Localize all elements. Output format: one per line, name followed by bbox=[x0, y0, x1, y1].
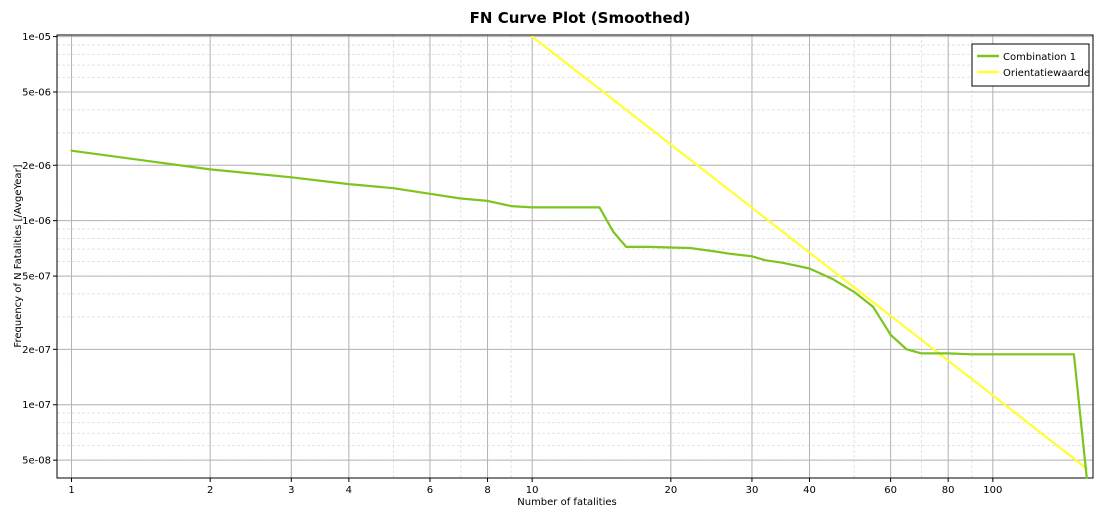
y-axis-ticks: 5e-08 1e-07 2e-07 5e-07 1e-06 2e-06 5e-06 1e-05 bbox=[22, 32, 57, 467]
x-tick-label: 20 bbox=[664, 485, 677, 496]
x-tick-label: 2 bbox=[207, 485, 213, 496]
x-tick-label: 4 bbox=[346, 485, 352, 496]
x-axis-label: Number of fatalities bbox=[517, 497, 616, 508]
y-tick-label: 1e-07 bbox=[22, 400, 51, 411]
x-tick-label: 1 bbox=[68, 485, 74, 496]
plot-area-border bbox=[56, 34, 1094, 479]
y-tick-label: 1e-05 bbox=[22, 32, 51, 43]
y-tick-label: 5e-07 bbox=[22, 272, 51, 283]
x-axis-ticks: 1 2 3 4 6 8 10 20 30 40 60 80 100 bbox=[68, 478, 1002, 496]
x-tick-label: 80 bbox=[942, 485, 955, 496]
x-tick-label: 6 bbox=[427, 485, 433, 496]
x-tick-label: 40 bbox=[803, 485, 816, 496]
series-line-orientatiewaarde bbox=[531, 35, 1088, 470]
legend-label-combination-1: Combination 1 bbox=[1003, 52, 1076, 63]
legend: Combination 1 Orientatiewaarde bbox=[971, 43, 1090, 87]
legend-label-orientatiewaarde: Orientatiewaarde bbox=[1003, 68, 1090, 79]
y-tick-label: 5e-08 bbox=[22, 456, 51, 467]
y-tick-label: 1e-06 bbox=[22, 216, 51, 227]
y-tick-label: 5e-06 bbox=[22, 87, 51, 98]
x-tick-label: 8 bbox=[484, 485, 490, 496]
chart-title: FN Curve Plot (Smoothed) bbox=[470, 9, 691, 27]
series-line-combination-1 bbox=[70, 149, 1088, 480]
y-tick-label: 2e-06 bbox=[22, 161, 51, 172]
y-tick-label: 2e-07 bbox=[22, 345, 51, 356]
legend-box bbox=[971, 43, 1090, 87]
x-tick-label: 100 bbox=[983, 485, 1002, 496]
x-tick-label: 3 bbox=[288, 485, 294, 496]
y-axis-label: Frequency of N Fatalities [/AvgeYear] bbox=[13, 164, 24, 347]
x-tick-label: 60 bbox=[884, 485, 897, 496]
grid bbox=[57, 35, 1093, 479]
series-layer bbox=[70, 35, 1088, 480]
x-tick-label: 30 bbox=[746, 485, 759, 496]
x-tick-label: 10 bbox=[526, 485, 539, 496]
